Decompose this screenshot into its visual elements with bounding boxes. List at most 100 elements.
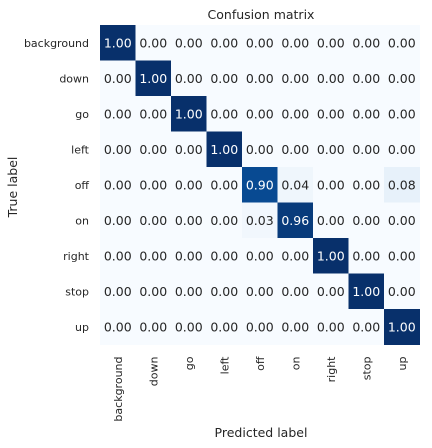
cell-value-label: 0.00 bbox=[104, 319, 132, 334]
y-tick-label: left bbox=[71, 143, 90, 156]
x-tick-label: off bbox=[254, 356, 267, 371]
heatmap-cell-down-on bbox=[277, 60, 314, 97]
heatmap-cells bbox=[100, 25, 420, 345]
heatmap-cell-down-down bbox=[135, 60, 172, 97]
heatmap-cell-go-off bbox=[242, 96, 278, 132]
heatmap-cell-go-on bbox=[277, 96, 314, 132]
heatmap-cell-stop-off bbox=[242, 273, 278, 310]
cell-value-label: 0.00 bbox=[246, 35, 274, 50]
x-tick-label: go bbox=[183, 356, 196, 370]
cell-value-label: 0.00 bbox=[139, 213, 167, 228]
heatmap-cell-up-background bbox=[100, 309, 136, 345]
heatmap-cell-go-down bbox=[135, 96, 172, 132]
cell-value-label: 0.00 bbox=[139, 35, 167, 50]
heatmap-cell-stop-background bbox=[100, 273, 136, 310]
cell-value-label: 0.00 bbox=[139, 284, 167, 299]
cell-value-label: 0.00 bbox=[317, 71, 345, 86]
cell-value-label: 0.00 bbox=[317, 319, 345, 334]
x-tick-label: right bbox=[325, 356, 338, 383]
cell-value-label: 0.00 bbox=[210, 71, 238, 86]
cell-value-label: 0.00 bbox=[210, 35, 238, 50]
heatmap-cell-right-go bbox=[171, 238, 207, 274]
cell-value-label: 0.00 bbox=[317, 284, 345, 299]
heatmap-cell-on-up bbox=[384, 202, 420, 239]
cell-value-label: 0.00 bbox=[246, 142, 274, 157]
cell-value-label: 0.00 bbox=[388, 71, 416, 86]
heatmap-cell-down-go bbox=[171, 60, 207, 97]
cell-value-label: 0.00 bbox=[246, 71, 274, 86]
heatmap-cell-right-left bbox=[206, 238, 243, 274]
cell-value-label: 0.00 bbox=[210, 213, 238, 228]
cell-value-label: 0.03 bbox=[246, 213, 274, 228]
cell-value-label: 0.00 bbox=[210, 177, 238, 192]
heatmap-cell-on-on bbox=[277, 202, 314, 239]
cell-value-label: 0.00 bbox=[210, 248, 238, 263]
heatmap-cell-right-background bbox=[100, 238, 136, 274]
heatmap-cell-left-stop bbox=[348, 131, 385, 168]
heatmap-cell-off-go bbox=[171, 167, 207, 203]
x-tick-label: on bbox=[289, 356, 302, 370]
heatmap-cell-left-left bbox=[206, 131, 243, 168]
heatmap-cell-down-stop bbox=[348, 60, 385, 97]
heatmap-cell-background-go bbox=[171, 25, 207, 61]
x-tick-labels: background down go left off on right stop up bbox=[112, 356, 409, 422]
cell-value-label: 1.00 bbox=[210, 142, 238, 157]
cell-value-label: 0.00 bbox=[352, 248, 380, 263]
cell-value-label: 0.00 bbox=[104, 248, 132, 263]
cell-value-label: 0.00 bbox=[317, 177, 345, 192]
heatmap-cell-left-right bbox=[313, 131, 349, 168]
cell-value-label: 0.00 bbox=[317, 213, 345, 228]
cell-value-label: 0.00 bbox=[104, 177, 132, 192]
heatmap-cell-go-up bbox=[384, 96, 420, 132]
heatmap-cell-down-left bbox=[206, 60, 243, 97]
heatmap-cell-down-off bbox=[242, 60, 278, 97]
cell-value-label: 1.00 bbox=[175, 106, 203, 121]
heatmap-cell-right-stop bbox=[348, 238, 385, 274]
y-tick-label: go bbox=[75, 108, 89, 121]
heatmap-cell-up-up bbox=[384, 309, 420, 345]
cell-value-label: 0.00 bbox=[175, 248, 203, 263]
heatmap-cell-up-left bbox=[206, 309, 243, 345]
heatmap-cell-right-off bbox=[242, 238, 278, 274]
x-tick-label: stop bbox=[360, 356, 373, 380]
cell-value-label: 0.00 bbox=[388, 35, 416, 50]
cell-value-label: 1.00 bbox=[388, 319, 416, 334]
y-axis-label: True label bbox=[5, 157, 20, 219]
heatmap-cell-off-down bbox=[135, 167, 172, 203]
heatmap-cell-on-down bbox=[135, 202, 172, 239]
cell-value-label: 0.00 bbox=[104, 106, 132, 121]
heatmap-cell-left-down bbox=[135, 131, 172, 168]
heatmap-cell-go-left bbox=[206, 96, 243, 132]
heatmap-cell-left-off bbox=[242, 131, 278, 168]
heatmap-cell-go-background bbox=[100, 96, 136, 132]
heatmap-cell-stop-up bbox=[384, 273, 420, 310]
cell-value-label: 0.00 bbox=[139, 142, 167, 157]
heatmap-cell-off-off bbox=[242, 167, 278, 203]
cell-value-label: 1.00 bbox=[139, 71, 167, 86]
heatmap-cell-up-right bbox=[313, 309, 349, 345]
cell-value-label: 0.00 bbox=[104, 71, 132, 86]
cell-value-label: 0.00 bbox=[175, 142, 203, 157]
cell-value-label: 0.00 bbox=[317, 106, 345, 121]
heatmap-cell-on-go bbox=[171, 202, 207, 239]
heatmap-cell-off-up bbox=[384, 167, 420, 203]
heatmap-cell-on-off bbox=[242, 202, 278, 239]
cell-value-label: 0.00 bbox=[281, 319, 309, 334]
cell-value-label: 0.00 bbox=[246, 248, 274, 263]
heatmap-cell-off-on bbox=[277, 167, 314, 203]
heatmap-cell-off-left bbox=[206, 167, 243, 203]
x-tick-label: down bbox=[147, 356, 160, 386]
cell-value-label: 0.00 bbox=[281, 248, 309, 263]
heatmap-cell-stop-go bbox=[171, 273, 207, 310]
heatmap-cell-up-on bbox=[277, 309, 314, 345]
heatmap-cell-up-down bbox=[135, 309, 172, 345]
cell-value-label: 0.00 bbox=[388, 106, 416, 121]
heatmap-cell-background-on bbox=[277, 25, 314, 61]
cell-value-label: 0.00 bbox=[104, 142, 132, 157]
heatmap-cell-background-stop bbox=[348, 25, 385, 61]
cell-value-label: 0.00 bbox=[352, 71, 380, 86]
heatmap-cell-background-up bbox=[384, 25, 420, 61]
cell-value-label: 0.00 bbox=[104, 284, 132, 299]
y-tick-label: right bbox=[63, 250, 90, 263]
